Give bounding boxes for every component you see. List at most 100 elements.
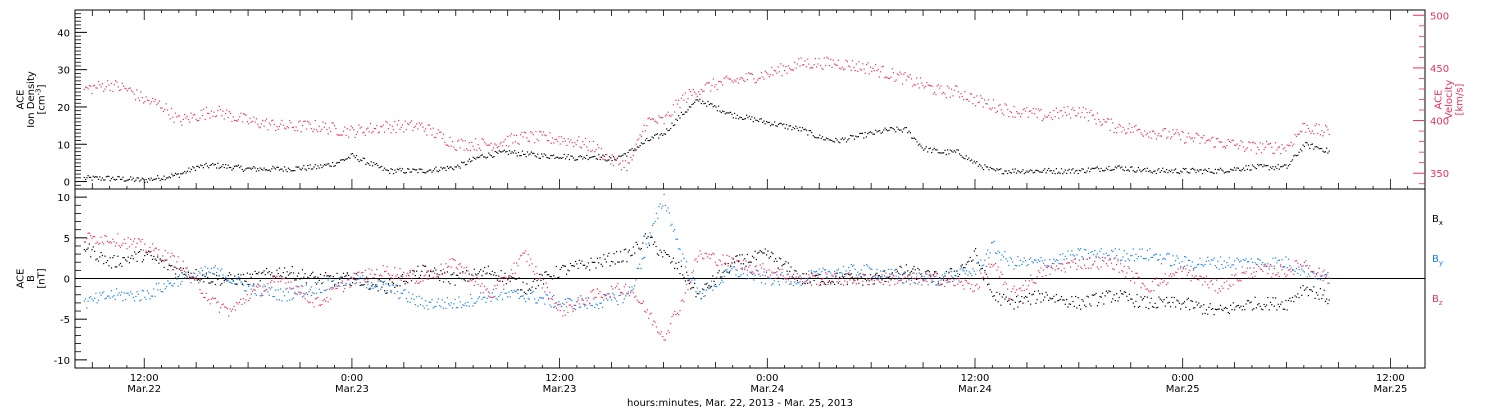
By-series-point	[550, 306, 552, 308]
ion_density-series-point	[596, 158, 599, 160]
Bx-series-point	[810, 272, 813, 274]
ion_density-series-point	[1311, 143, 1313, 145]
Bz-series-point	[319, 304, 322, 306]
Bz-series-point	[746, 269, 748, 271]
Bz-series-point	[403, 271, 405, 273]
ion_density-series-point	[780, 122, 782, 125]
Bx-series-point	[1291, 296, 1294, 299]
velocity-series-point	[332, 122, 334, 124]
Bx-series-point	[785, 261, 787, 263]
Bz-series-point	[325, 300, 327, 302]
ion_density-series-point	[678, 115, 680, 117]
velocity-series-point	[471, 141, 473, 143]
Bx-series-point	[831, 280, 833, 282]
Bz-series-point	[769, 274, 772, 276]
By-series-point	[121, 291, 123, 293]
Bx-series-point	[203, 281, 205, 283]
ion_density-series-point	[90, 176, 92, 178]
Bz-series-point	[562, 315, 564, 317]
ion_density-series-point	[489, 154, 491, 156]
Bx-series-point	[777, 267, 779, 269]
Bz-series-point	[434, 272, 436, 274]
ion_density-series-point	[853, 138, 855, 140]
velocity-series-point	[340, 134, 342, 136]
By-series-point	[463, 304, 465, 306]
Bx-series-point	[219, 284, 222, 286]
By-series-point	[367, 284, 369, 286]
ion_density-series-point	[338, 161, 340, 164]
Bx-series-point	[636, 243, 638, 246]
By-series-point	[653, 223, 655, 225]
Bz-series-point	[409, 269, 411, 271]
velocity-series-point	[632, 154, 634, 156]
Bz-series-point	[678, 314, 680, 316]
By-series-point	[728, 272, 730, 274]
Bz-series-point	[268, 287, 270, 289]
By-series-point	[1149, 248, 1151, 250]
Bz-series-point	[799, 281, 801, 283]
Bx-series-point	[1176, 299, 1178, 301]
Bx-series-point	[1187, 297, 1189, 299]
velocity-series-point	[360, 126, 363, 128]
By-series-point	[1286, 267, 1288, 269]
By-series-point	[1008, 264, 1010, 267]
velocity-series-point	[814, 58, 816, 60]
Bz-series-point	[1187, 272, 1189, 274]
ion_density-series-point	[328, 163, 330, 165]
Bx-series-point	[869, 274, 872, 276]
By-series-point	[991, 242, 993, 244]
Bz-series-point	[631, 289, 633, 292]
By-series-point	[670, 224, 672, 227]
Bx-series-point	[287, 274, 289, 276]
Bz-series-point	[303, 295, 305, 297]
Bx-series-point	[1021, 296, 1023, 298]
ion_density-series-point	[1125, 166, 1127, 168]
ion_density-series-point	[123, 180, 125, 182]
Bz-series-point	[260, 295, 263, 297]
velocity-series-point	[810, 66, 813, 69]
By-series-point	[804, 277, 806, 279]
By-series-point	[412, 293, 414, 295]
velocity-series-point	[166, 109, 169, 111]
velocity-series-point	[872, 67, 874, 69]
Bz-series-point	[739, 260, 741, 262]
Bz-series-point	[891, 277, 893, 279]
Bz-series-point	[510, 269, 513, 271]
velocity-series-point	[676, 103, 678, 105]
Bx-series-point	[1144, 295, 1146, 298]
ion_density-series-point	[163, 175, 165, 177]
Bz-series-point	[830, 283, 832, 285]
ion_density-series-point	[1098, 168, 1100, 170]
velocity-series-point	[463, 149, 465, 151]
velocity-series-point	[458, 139, 460, 141]
Bz-series-point	[1255, 271, 1257, 273]
Bx-series-point	[1324, 300, 1327, 302]
velocity-series-point	[772, 74, 774, 76]
velocity-series-point	[296, 130, 298, 132]
velocity-series-point	[658, 115, 660, 117]
velocity-series-point	[116, 81, 118, 83]
velocity-series-point	[512, 142, 514, 144]
Bz-series-point	[1263, 264, 1265, 266]
By-series-point	[610, 299, 613, 301]
velocity-series-point	[948, 87, 950, 89]
By-series-point	[268, 294, 270, 296]
ion_density-series-point	[528, 154, 530, 156]
Bx-series-point	[142, 259, 145, 261]
By-series-point	[731, 268, 733, 270]
Bx-series-point	[123, 257, 125, 259]
Bz-series-point	[869, 278, 872, 280]
By-series-point	[101, 292, 103, 294]
Bx-series-point	[349, 284, 351, 286]
By-series-point	[204, 266, 206, 268]
Bz-series-point	[899, 279, 901, 282]
By-series-point	[567, 297, 569, 299]
Bz-series-point	[1035, 282, 1037, 284]
By-series-point	[578, 306, 580, 308]
velocity-series-point	[85, 86, 87, 88]
Bz-series-point	[872, 283, 874, 285]
ion_density-series-point	[239, 167, 241, 169]
Bx-series-point	[651, 236, 653, 238]
velocity-series-point	[602, 158, 604, 160]
By-series-point	[272, 296, 274, 298]
